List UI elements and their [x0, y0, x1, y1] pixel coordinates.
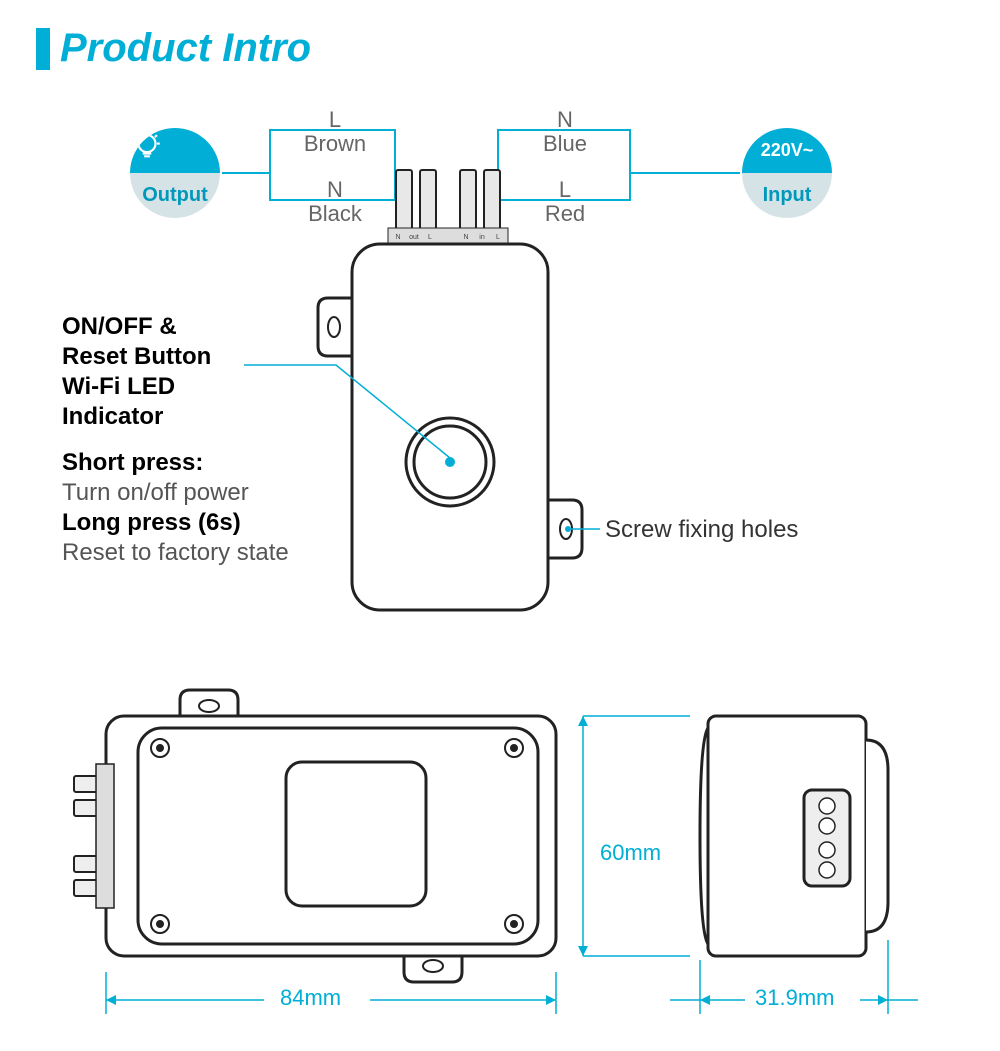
term-l5: in [479, 234, 485, 241]
term-l3: L [428, 234, 432, 241]
term-l1: N [395, 234, 400, 241]
term-l6: L [496, 234, 500, 241]
term-l2: out [409, 234, 419, 241]
term-l4: N [463, 234, 468, 241]
diagram-svg: N out L N in L [0, 0, 1000, 1051]
